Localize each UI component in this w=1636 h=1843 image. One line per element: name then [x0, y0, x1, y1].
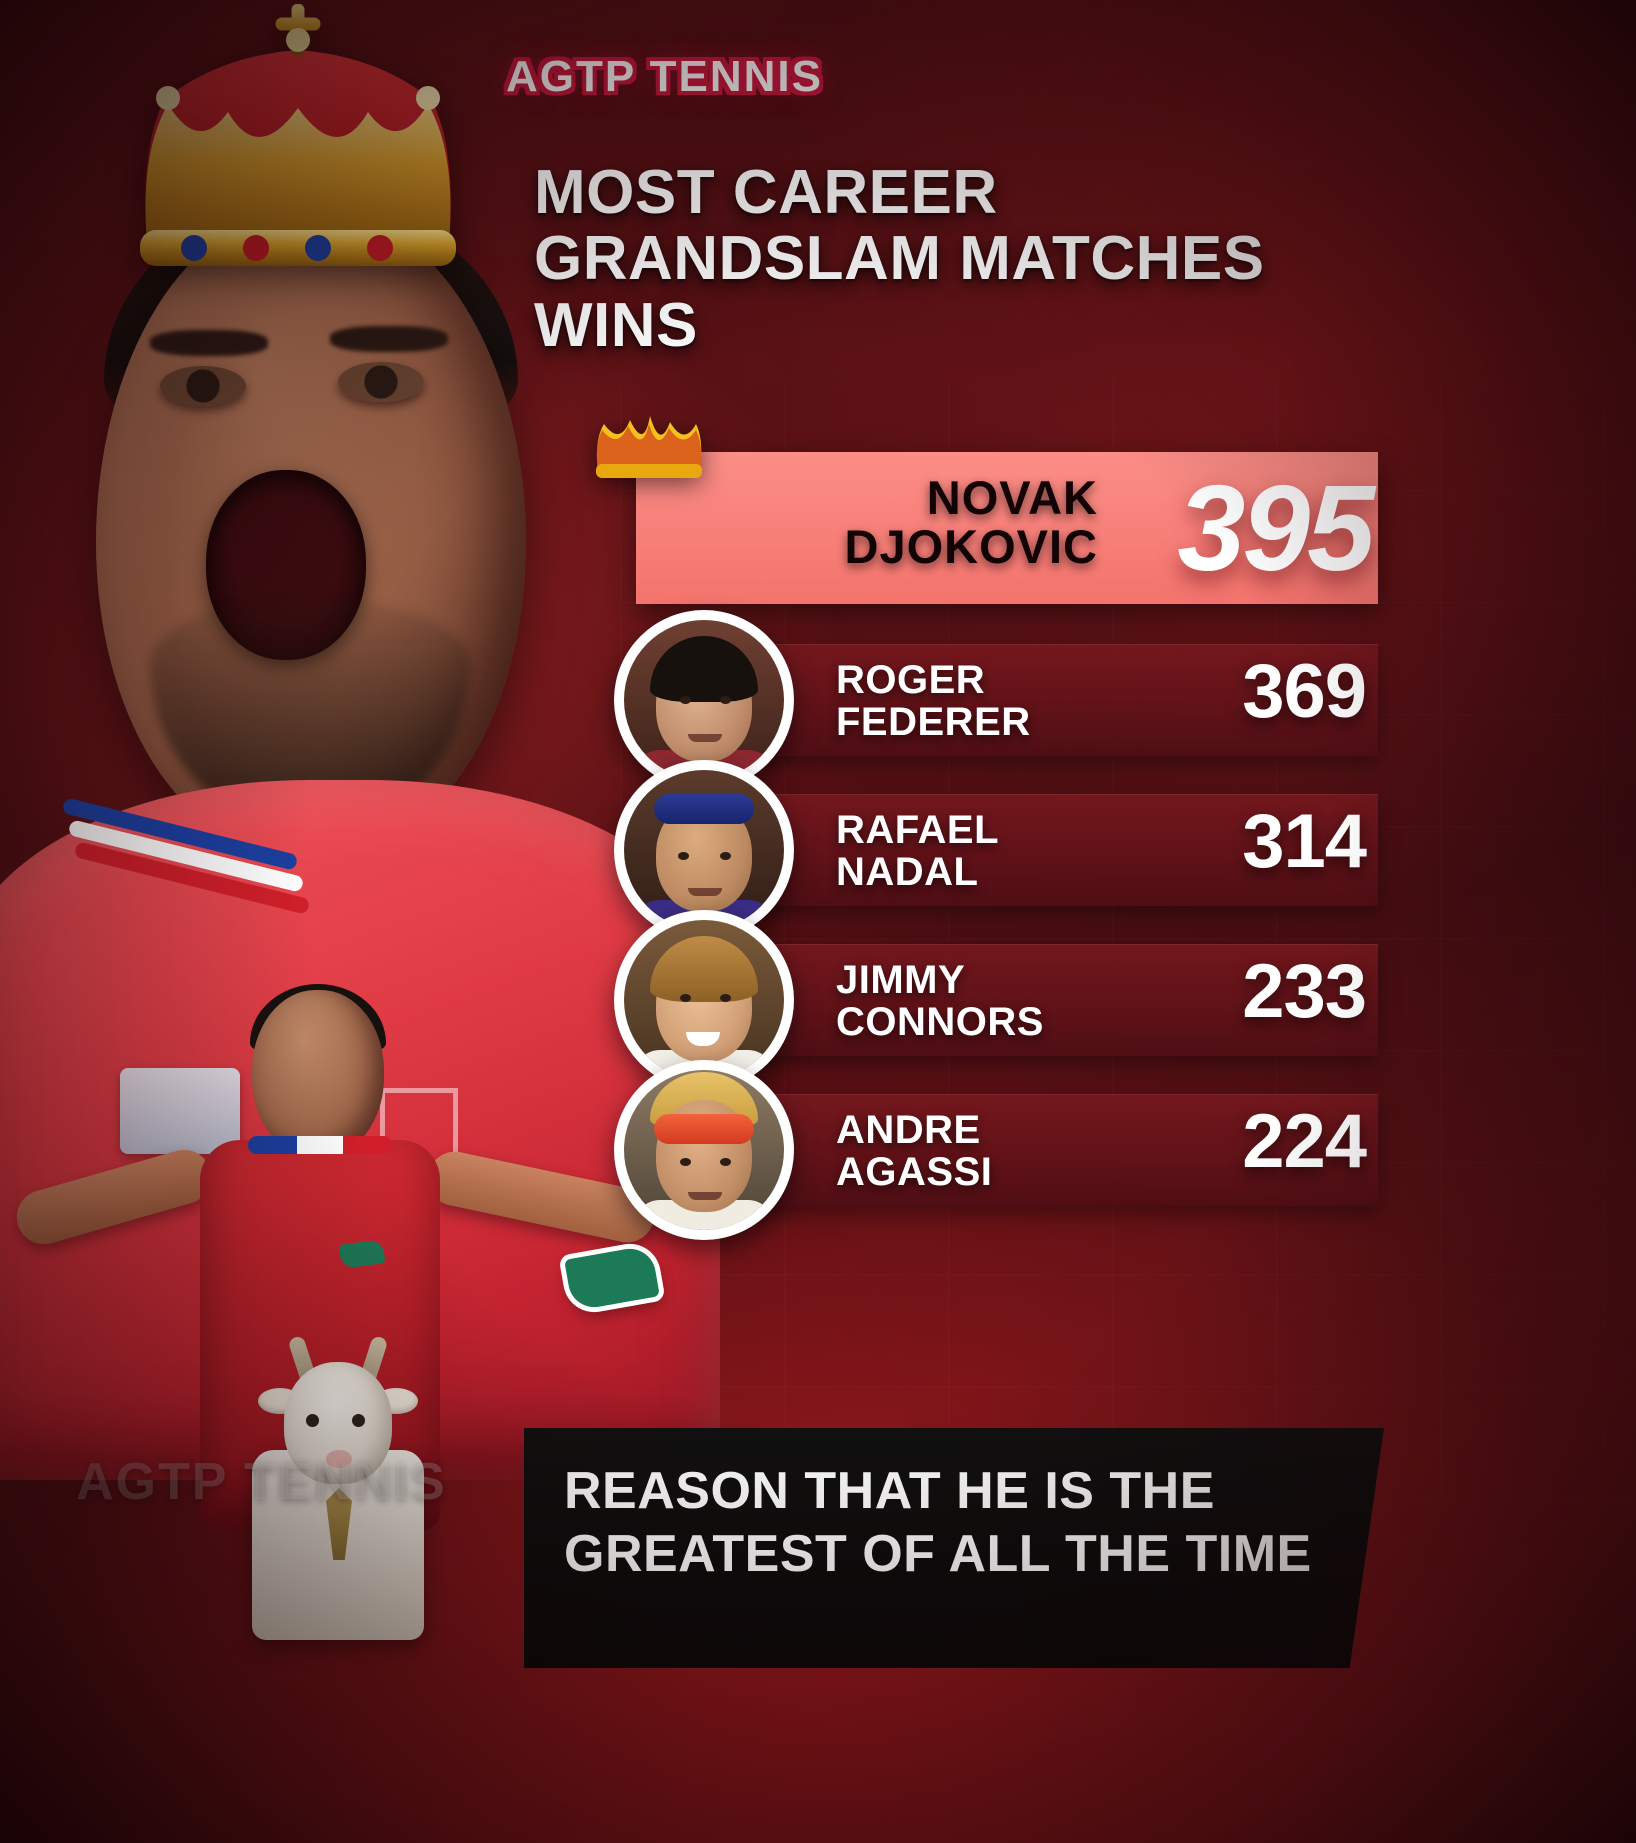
hero-brow-right: [330, 326, 448, 352]
caption-banner: REASON THAT HE IS THE GREATEST OF ALL TH…: [524, 1428, 1384, 1668]
player-name-federer: ROGER FEDERER: [836, 658, 1136, 744]
player-first-name: RAFAEL: [836, 808, 999, 852]
figure-collar-stripes: [248, 1136, 392, 1154]
avatar-headband: [654, 794, 754, 824]
avatar-image: [624, 770, 784, 930]
player-name-nadal: RAFAEL NADAL: [836, 808, 1136, 894]
avatar-eye-right: [720, 696, 731, 704]
avatar-eye-right: [720, 852, 731, 860]
player-wins-djokovic: 395: [1177, 460, 1375, 596]
ranking-list: NOVAK DJOKOVIC 395 ROGER: [596, 416, 1378, 1244]
avatar-eye-right: [720, 1158, 731, 1166]
player-first-name: NOVAK: [926, 471, 1098, 524]
hero-brow-left: [150, 330, 268, 356]
title-line-2: GRANDSLAM MATCHES: [534, 224, 1265, 294]
avatar-mouth: [688, 734, 722, 742]
ranking-row-agassi[interactable]: ANDRE AGASSI 224: [614, 1060, 1378, 1240]
djokovic-celebration-figure: [0, 980, 700, 1840]
player-first-name: ROGER: [836, 658, 986, 702]
caption-text: REASON THAT HE IS THE GREATEST OF ALL TH…: [564, 1460, 1324, 1587]
player-wins-connors: 233: [1242, 949, 1367, 1034]
avatar-headband-red: [654, 1114, 754, 1144]
crown-icon: [78, 4, 518, 284]
player-wins-federer: 369: [1242, 649, 1367, 734]
page-title: MOST CAREER GRANDSLAM MATCHES WINS: [534, 158, 1394, 360]
figure-arm-left: [10, 1143, 218, 1251]
player-first-name: JIMMY: [836, 958, 966, 1002]
hero-eye-left: [160, 366, 246, 406]
ranking-row-connors[interactable]: JIMMY CONNORS 233: [614, 910, 1378, 1090]
avatar-image: [624, 1070, 784, 1230]
avatar-eye-right: [720, 994, 731, 1002]
player-name-connors: JIMMY CONNORS: [836, 958, 1136, 1044]
figure-head: [252, 990, 384, 1158]
avatar-image: [624, 920, 784, 1080]
goat-eye-left: [306, 1414, 319, 1427]
goat-eye-right: [352, 1414, 365, 1427]
caption-line-2: GREATEST OF ALL THE TIME: [564, 1525, 1312, 1584]
caption-line-1: REASON THAT HE IS THE: [564, 1462, 1215, 1520]
avatar-andre-agassi: [614, 1060, 794, 1240]
avatar-eye-left: [680, 1158, 691, 1166]
player-last-name: NADAL: [836, 849, 979, 894]
player-name-djokovic: NOVAK DJOKOVIC: [722, 471, 1098, 573]
player-last-name: DJOKOVIC: [844, 519, 1098, 573]
avatar-eye-left: [680, 696, 691, 704]
hero-eye-right: [338, 362, 424, 402]
rank-1-crown-icon: [590, 406, 708, 480]
avatar-image: [624, 620, 784, 780]
avatar-eye-left: [678, 852, 689, 860]
avatar-eye-left: [680, 994, 691, 1002]
player-wins-nadal: 314: [1242, 799, 1367, 884]
player-last-name: AGASSI: [836, 1149, 993, 1194]
ranking-row-djokovic[interactable]: NOVAK DJOKOVIC 395: [596, 416, 1378, 604]
avatar-mouth: [688, 888, 722, 896]
player-last-name: CONNORS: [836, 999, 1044, 1044]
player-last-name: FEDERER: [836, 699, 1031, 744]
brand-logo: AGTP TENNIS: [506, 52, 824, 101]
ranking-row-nadal[interactable]: RAFAEL NADAL 314: [614, 760, 1378, 940]
title-line-3: WINS: [534, 290, 698, 360]
player-name-agassi: ANDRE AGASSI: [836, 1108, 1136, 1194]
player-first-name: ANDRE: [836, 1108, 981, 1152]
avatar-mouth: [688, 1192, 722, 1200]
brand-watermark: AGTP TENNIS: [76, 1453, 447, 1511]
ranking-row-federer[interactable]: ROGER FEDERER 369: [614, 610, 1378, 790]
title-line-1: MOST CAREER: [534, 158, 998, 227]
player-wins-agassi: 224: [1242, 1099, 1367, 1184]
